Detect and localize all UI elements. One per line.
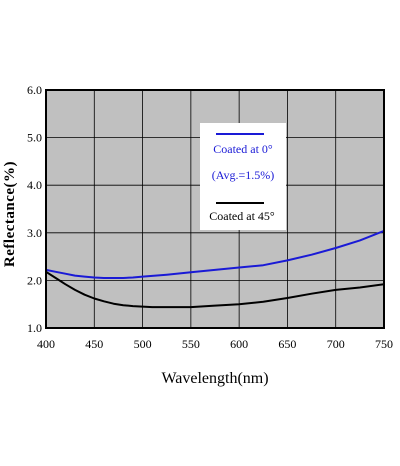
x-tick-label: 400	[37, 337, 55, 351]
x-tick-label: 550	[182, 337, 200, 351]
y-tick-label: 1.0	[27, 321, 42, 335]
y-tick-label: 5.0	[27, 131, 42, 145]
series-line-2	[45, 270, 385, 309]
y-tick-label: 4.0	[27, 178, 42, 192]
x-tick-label: 650	[278, 337, 296, 351]
y-tick-label: 2.0	[27, 273, 42, 287]
y-tick-label: 6.0	[27, 83, 42, 97]
series-line-1	[45, 229, 385, 279]
legend-box	[200, 123, 286, 230]
y-tick-label: 3.0	[27, 226, 42, 240]
legend-note-series-1: (Avg.=1.5%)	[212, 168, 275, 182]
legend-label-series-2: Coated at 45°	[209, 209, 275, 223]
plot-border	[45, 89, 385, 329]
legend-label-series-1: Coated at 0°	[213, 142, 273, 156]
y-tick-labels: 1.0 2.0 3.0 4.0 5.0 6.0	[27, 83, 42, 335]
x-tick-label: 500	[134, 337, 152, 351]
x-tick-label: 700	[327, 337, 345, 351]
y-axis-title: Reflectance(%)	[2, 161, 18, 267]
series-lines	[45, 229, 385, 309]
x-tick-label: 450	[85, 337, 103, 351]
x-tick-labels: 400 450 500 550 600 650 700 750	[37, 337, 393, 351]
x-axis-title: Wavelength(nm)	[161, 370, 268, 387]
x-tick-label: 600	[230, 337, 248, 351]
legend: Coated at 0° (Avg.=1.5%) Coated at 45°	[200, 123, 286, 230]
x-tick-label: 750	[375, 337, 393, 351]
